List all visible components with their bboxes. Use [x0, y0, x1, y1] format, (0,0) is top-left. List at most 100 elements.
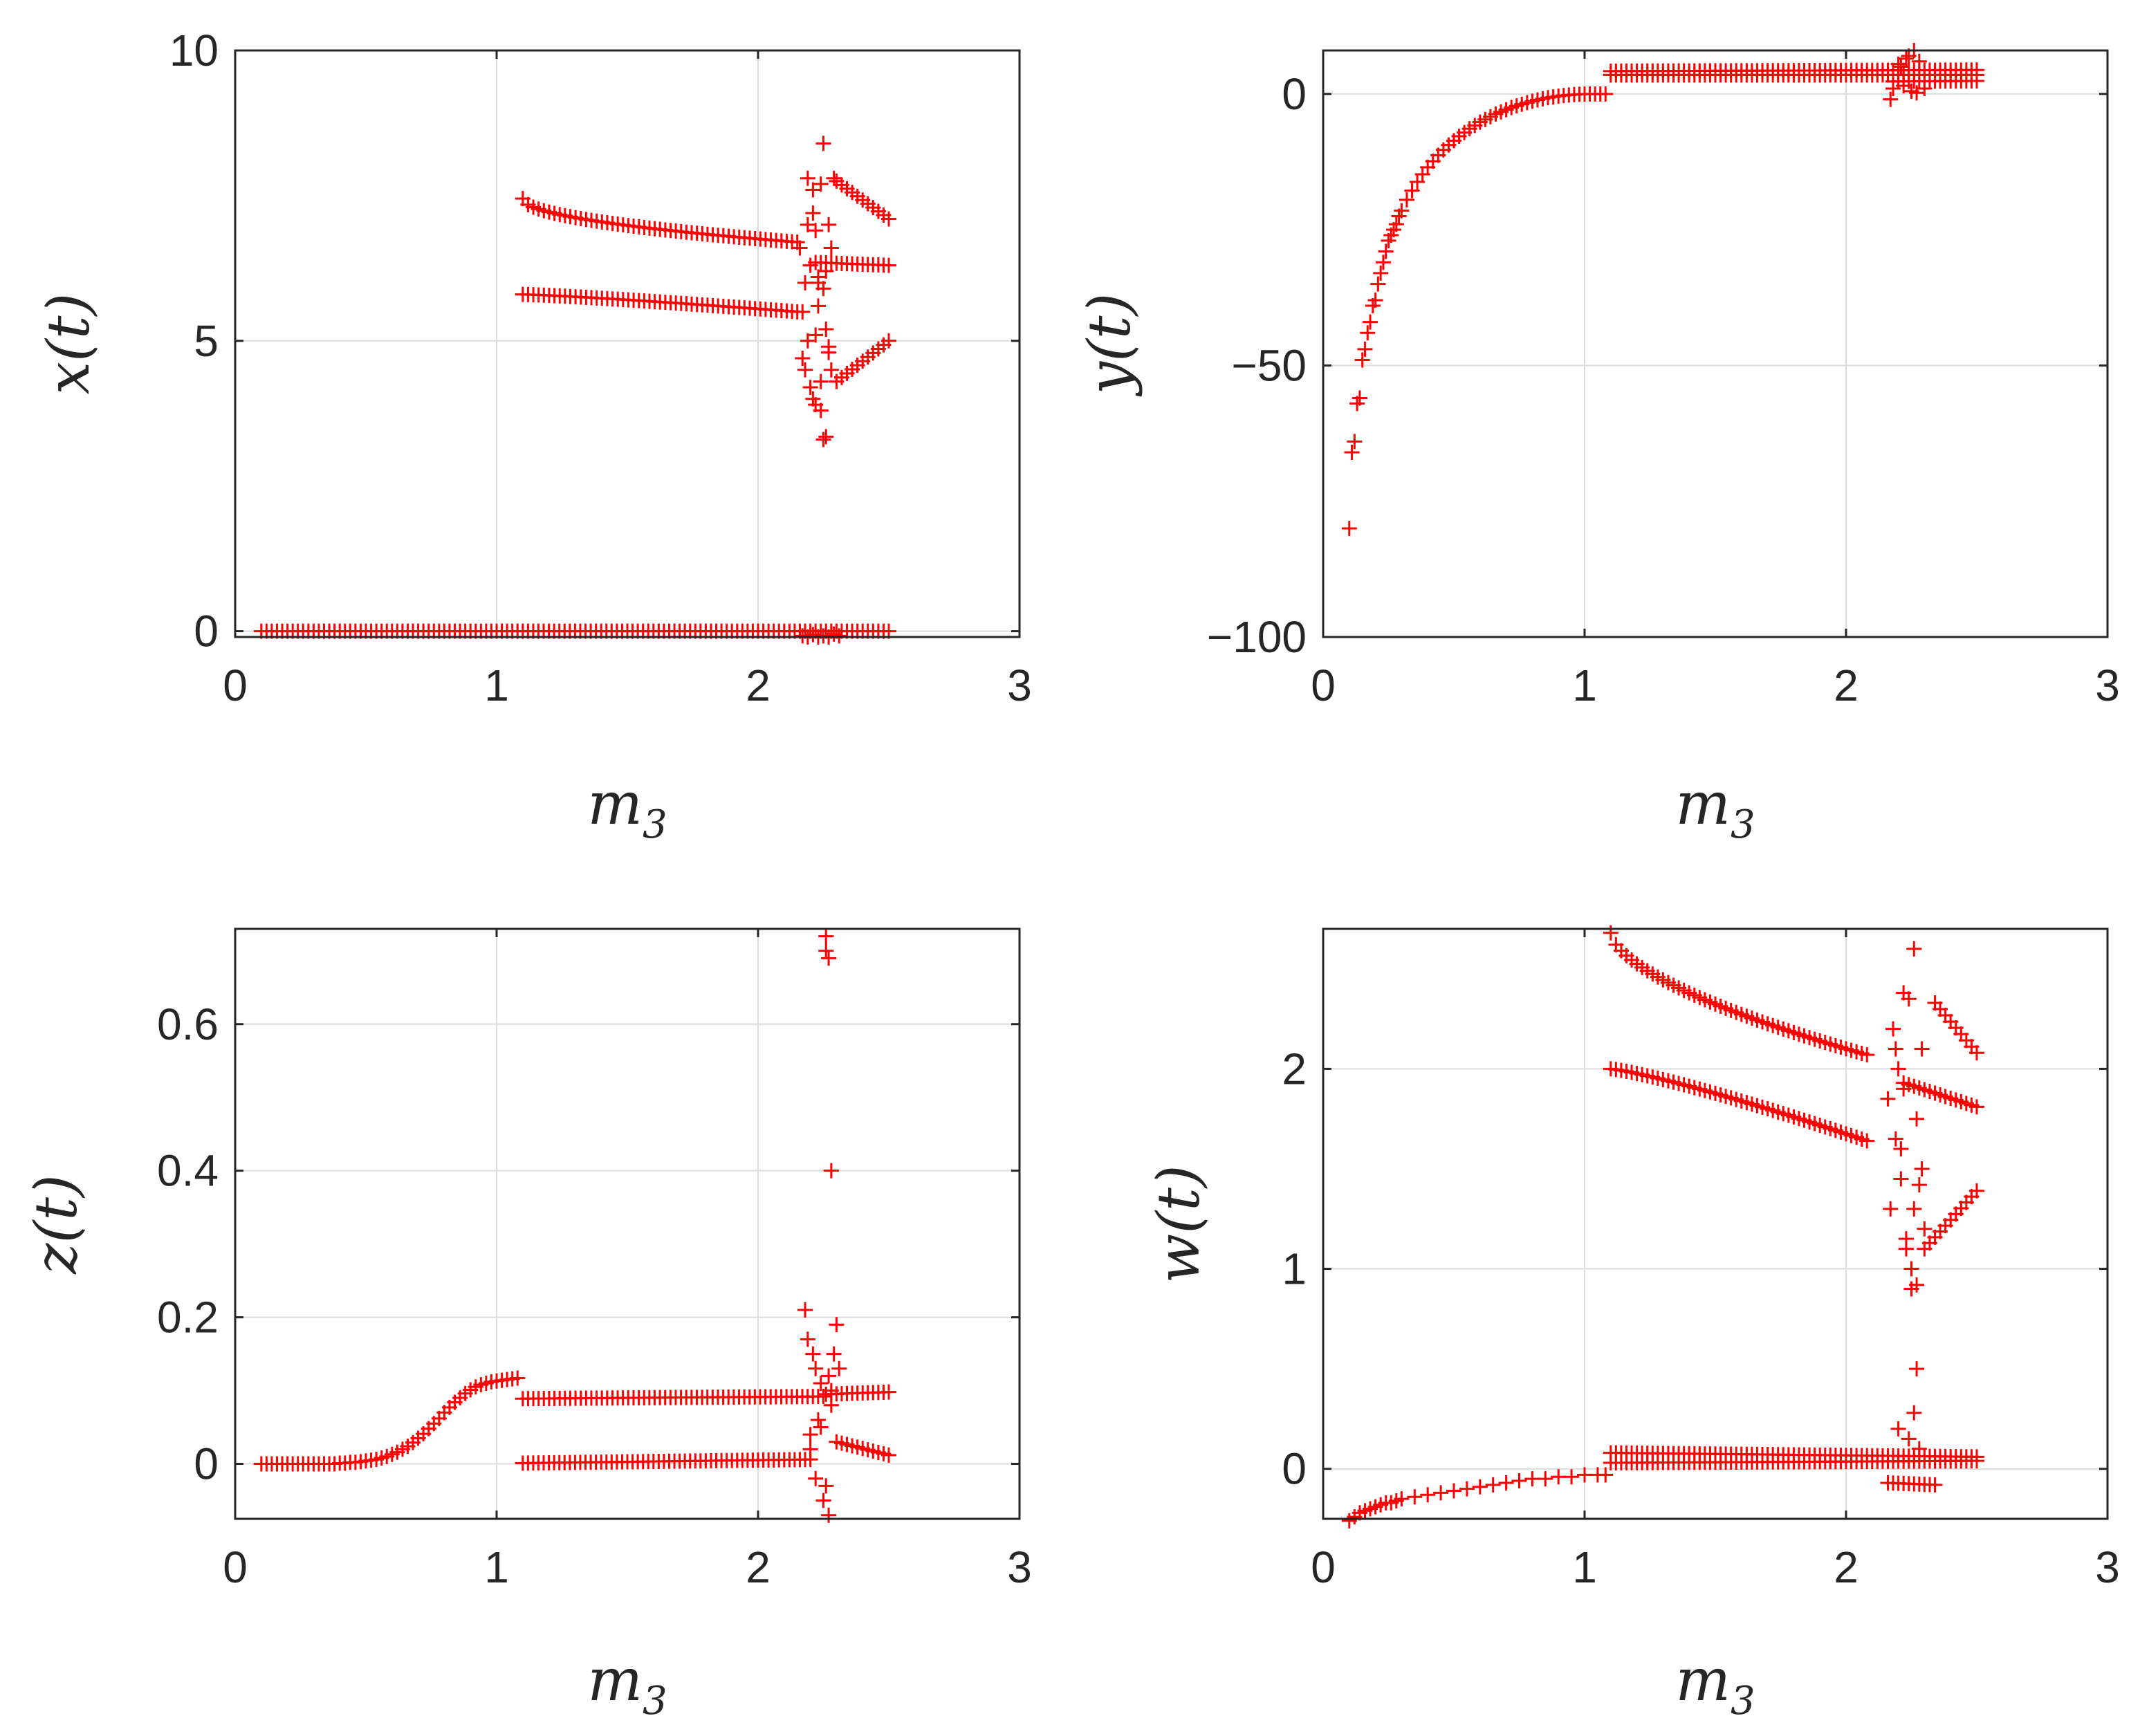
data-point [1394, 1491, 1410, 1507]
x-tick-label: 3 [1007, 661, 1032, 710]
data-point [881, 1384, 896, 1400]
data-point [1883, 91, 1899, 107]
data-point [818, 928, 834, 944]
ylabel-x: x(t) [35, 293, 102, 395]
data-point [1917, 80, 1933, 96]
x-tick-label: 0 [1311, 661, 1336, 710]
series-4 [515, 286, 805, 320]
data-point [1883, 1201, 1899, 1217]
series-3 [1603, 925, 1875, 1063]
x-tick-label: 0 [223, 1542, 248, 1592]
data-point [826, 1346, 842, 1362]
data-point [1969, 1099, 1984, 1115]
data-point [1909, 1277, 1925, 1293]
axes-box [234, 49, 1021, 638]
data-point [1472, 1479, 1488, 1495]
data-point [1363, 314, 1378, 330]
data-point [1969, 73, 1984, 89]
data-point [881, 333, 896, 349]
x-tick-label: 2 [746, 1542, 771, 1592]
data-point [1969, 1449, 1984, 1465]
xlabel-w: m3 [1675, 1646, 1755, 1724]
series-7 [1917, 1183, 1984, 1257]
y-tick-label: 0.6 [157, 999, 219, 1049]
data-point [818, 322, 834, 338]
axes-box [234, 927, 1021, 1520]
data-point [800, 216, 815, 232]
series-8 [1880, 1475, 1943, 1493]
series-4 [1927, 995, 1984, 1061]
data-point [1407, 1489, 1423, 1505]
y-tick-label: 2 [1282, 1044, 1307, 1093]
data-point [805, 205, 821, 221]
data-point [821, 1368, 837, 1384]
data-point [800, 1331, 815, 1347]
data-point [1859, 1047, 1875, 1063]
data-point [797, 362, 813, 378]
data-point [1511, 1473, 1527, 1489]
x-tick-label: 1 [1572, 661, 1597, 710]
subplot-x: x(t) m3 0 1 2 3 0 5 10 [35, 26, 1032, 847]
data-point [821, 339, 837, 355]
data-point [1485, 1477, 1501, 1493]
data-point [1524, 1471, 1540, 1487]
data-point [1564, 1469, 1580, 1485]
data-point [808, 1360, 824, 1376]
data-point [1375, 255, 1391, 270]
data-point [1896, 78, 1912, 94]
data-point [813, 1419, 829, 1435]
series-2 [829, 173, 896, 227]
series-0 [1341, 1467, 1614, 1529]
data-point [1909, 1361, 1925, 1377]
data-point [881, 257, 896, 273]
data-point [802, 1441, 818, 1457]
data-point [1433, 1485, 1449, 1501]
data-point [821, 950, 837, 966]
data-point [1459, 1481, 1475, 1497]
data-point [1909, 85, 1925, 101]
x-tick-label: 3 [2095, 1542, 2120, 1592]
x-tick-label: 1 [484, 661, 509, 710]
series-4 [1883, 43, 1933, 107]
data-point [813, 1375, 829, 1391]
data-point [1890, 1061, 1906, 1077]
data-point [1354, 352, 1370, 368]
data-point [1341, 520, 1357, 536]
x-tick-label: 3 [2095, 661, 2120, 710]
data-point [1446, 1483, 1461, 1499]
data-point [1347, 434, 1363, 450]
data-point [510, 1370, 526, 1386]
data-point [802, 379, 818, 395]
data-point [1598, 1467, 1614, 1483]
data-point [813, 403, 829, 418]
series-6 [1603, 1061, 1875, 1149]
data-point [1859, 1133, 1875, 1149]
data-point [813, 176, 829, 192]
y-tick-label: −50 [1231, 340, 1307, 390]
series-0 [253, 1370, 526, 1472]
data-point [805, 182, 821, 198]
xlabel-x: m3 [587, 770, 667, 847]
axes-box [1322, 927, 2109, 1520]
data-point [1399, 192, 1414, 207]
data-point [792, 240, 808, 256]
data-point [1498, 1475, 1514, 1490]
data-point [1551, 1469, 1567, 1485]
data-point [1893, 1141, 1909, 1157]
x-tick-label: 0 [223, 661, 248, 710]
data-point [1906, 1201, 1922, 1217]
y-tick-label: 0.2 [157, 1293, 219, 1342]
data-point [1388, 216, 1404, 232]
data-point [826, 170, 842, 186]
series-9 [1880, 941, 1933, 1457]
x-tick-label: 1 [484, 1542, 509, 1592]
data-point [815, 432, 831, 447]
data-point [1914, 1161, 1930, 1176]
data-point [1394, 203, 1410, 219]
data-point [810, 1412, 826, 1428]
series-1 [515, 1389, 831, 1407]
data-point [818, 264, 834, 279]
data-point [1896, 1081, 1912, 1097]
data-point [797, 1302, 813, 1318]
